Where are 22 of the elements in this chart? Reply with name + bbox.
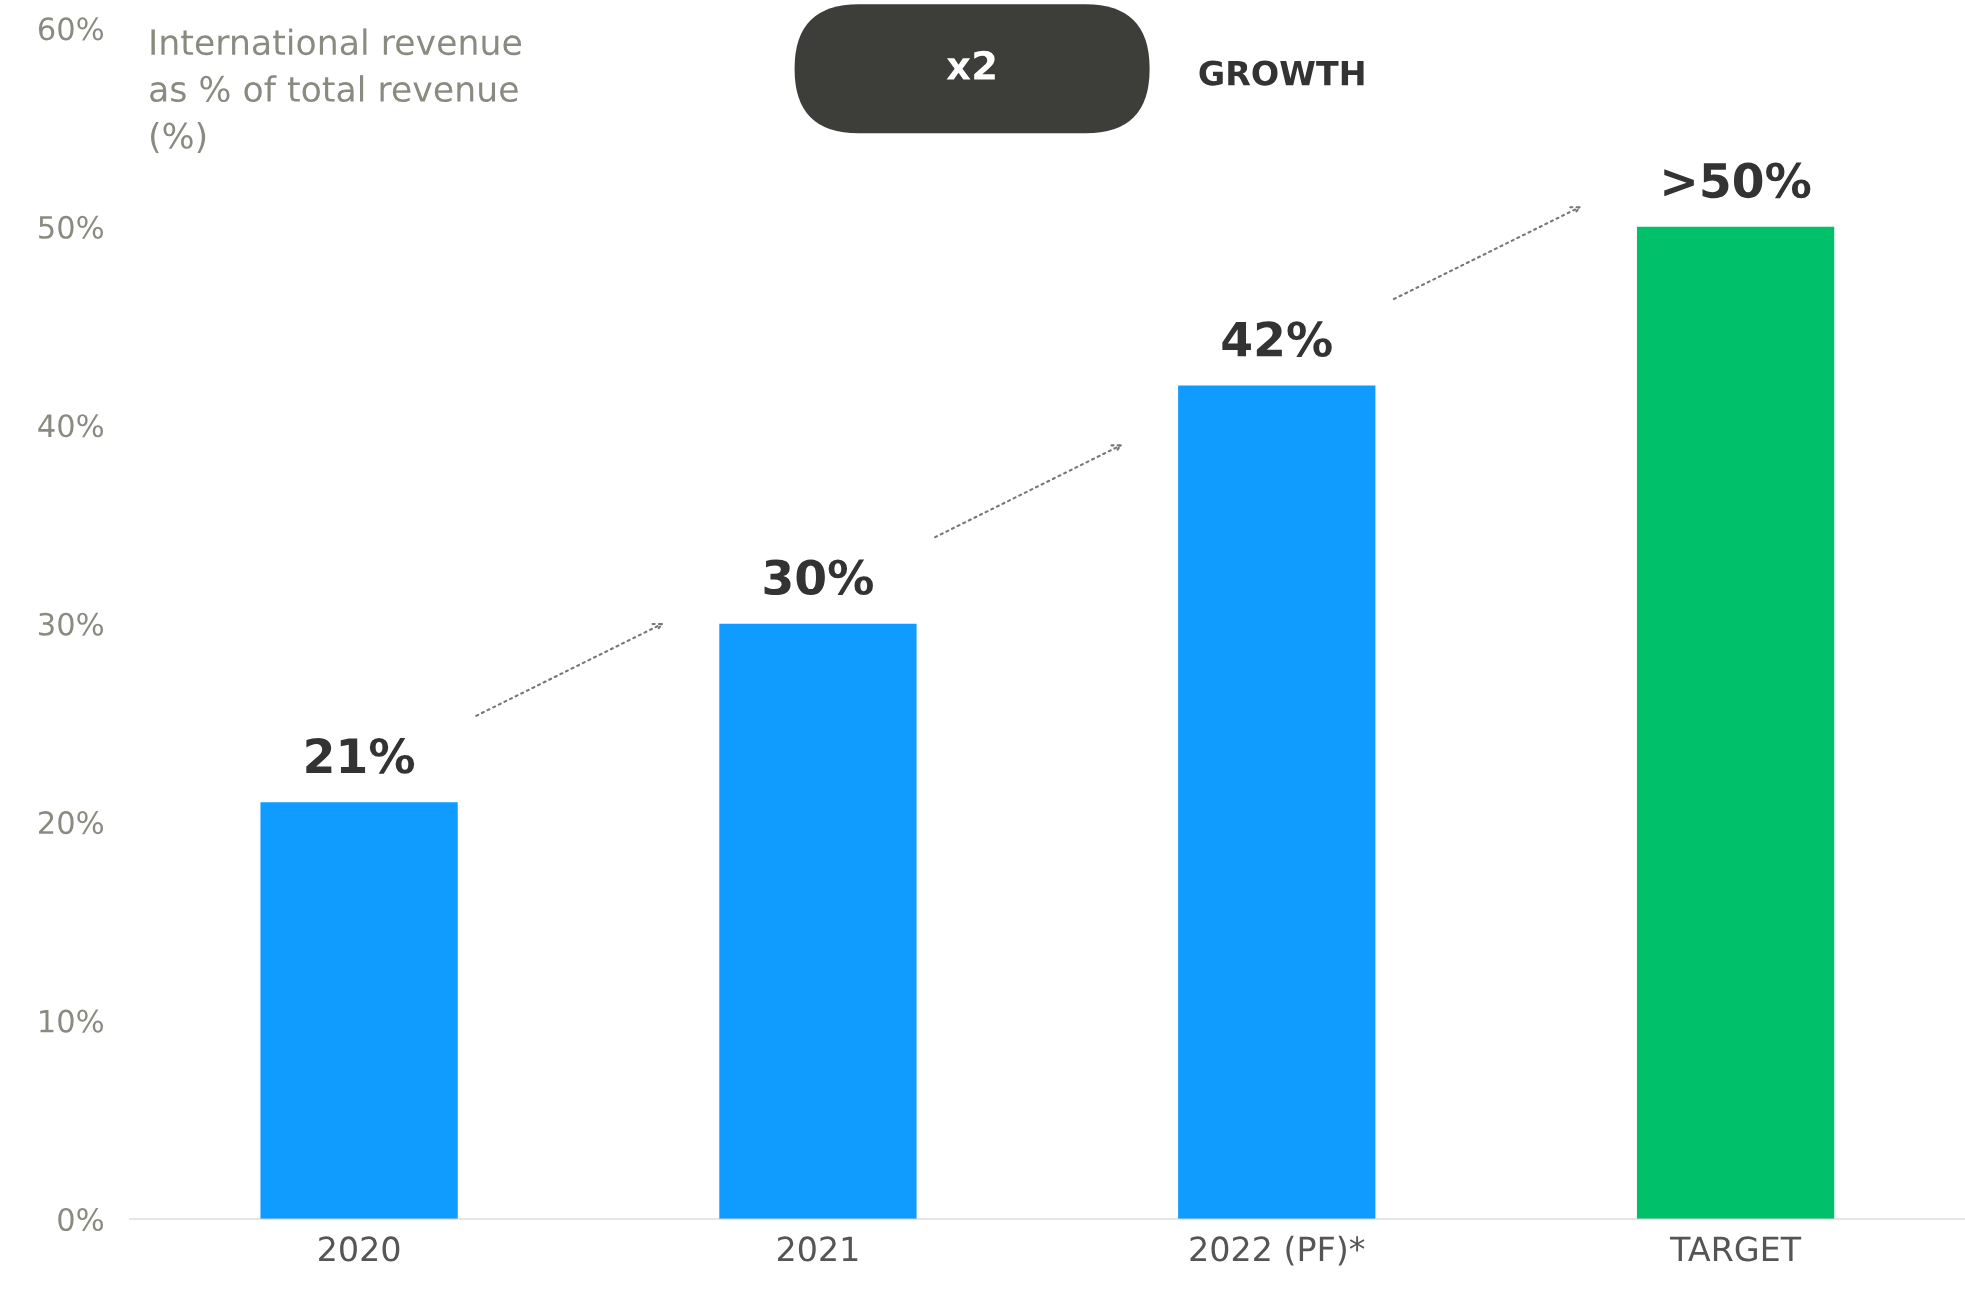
- x-tick-label: 2020: [319, 1236, 400, 1262]
- y-tick-label: 40%: [38, 414, 103, 438]
- data-label: 42%: [1222, 321, 1332, 357]
- y-tick-label: 30%: [39, 612, 103, 636]
- y-tick-label: 10%: [40, 1009, 103, 1033]
- annotation: x2: [946, 50, 995, 80]
- data-label: 30%: [764, 559, 873, 596]
- y-tick-label: 0%: [58, 1207, 103, 1232]
- x-tick-label: 2021: [777, 1236, 858, 1262]
- data-label: >50%: [1664, 162, 1811, 199]
- y-tick-label: 20%: [39, 811, 103, 835]
- annotation: GROWTH: [1199, 60, 1364, 86]
- x-tick-label: 2022 (PF)*: [1190, 1235, 1365, 1266]
- bar: [260, 802, 458, 1220]
- bar: [1178, 385, 1376, 1220]
- y-axis-title: International revenue as % of total revenue (%): [150, 28, 521, 153]
- bar: [1636, 226, 1835, 1220]
- x-tick-label: TARGET: [1669, 1236, 1802, 1262]
- y-tick-label: 60%: [38, 17, 103, 41]
- data-label: 21%: [306, 738, 415, 774]
- y-tick-label: 50%: [39, 215, 103, 239]
- bar: [719, 623, 917, 1220]
